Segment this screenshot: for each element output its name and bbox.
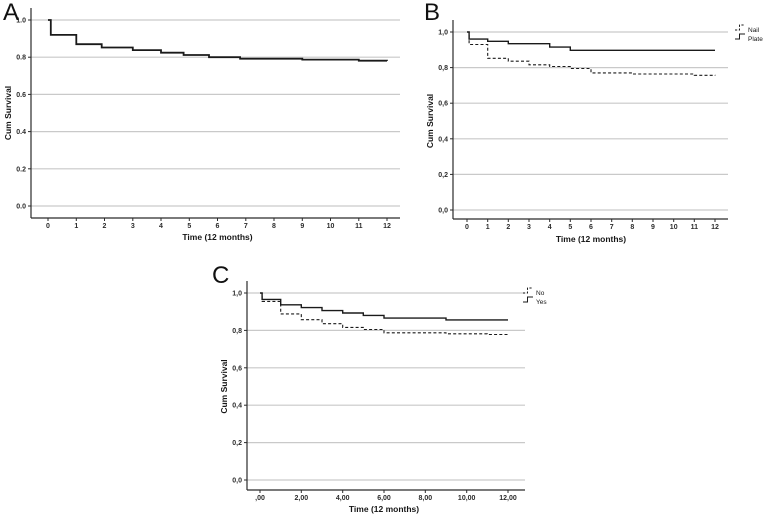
x-tick-label: 11 [355,223,363,230]
y-tick-label: 0,0 [438,208,448,215]
x-tick-label: 4 [159,223,163,230]
y-tick-label: 0,4 [232,403,242,410]
y-tick-label: 0,8 [438,65,448,72]
x-tick-label: 0 [46,223,50,230]
legend-label-Plate: Plate [748,36,763,43]
y-tick-label: 0,2 [438,172,448,179]
panel-b: 1,0 0,8 0,6 0,4 0,2 0,0 0 1 2 3 4 5 6 7 8 9 10 11 12 Time (… [420,0,767,255]
x-tick-label: 9 [651,224,655,231]
y-tick-label: 0,8 [232,328,242,335]
legend-label-No: No [536,290,545,297]
y-tick-label: 0.2 [16,166,26,173]
x-tick-label: 10 [327,223,335,230]
y-axis-title: Cum Survival [219,359,229,413]
x-tick-label: 4,00 [336,495,350,502]
x-tick-label: 6 [589,224,593,231]
x-tick-label: 2 [506,224,510,231]
y-axis-title: Cum Survival [3,86,13,140]
series-curve-overall [48,19,388,62]
x-tick-label: 4 [548,224,552,231]
x-tick-label: 2 [103,223,107,230]
panel-label-b: B [424,0,441,26]
x-tick-label: 6 [216,223,220,230]
legend-label-Nail: Nail [748,27,760,34]
legend-marker-Yes [523,296,533,303]
series-curve-Plate [467,31,715,51]
x-tick-label: 8 [272,223,276,230]
x-tick-label: 5 [568,224,572,231]
x-axis-title: Time (12 months) [556,234,626,244]
x-tick-label: 1 [486,224,490,231]
panel-label-a: A [3,0,20,26]
x-tick-label: 3 [527,224,531,231]
x-tick-label: 7 [610,224,614,231]
x-tick-label: 2,00 [294,495,308,502]
x-tick-label: ,00 [255,495,265,502]
x-axis-title: Time (12 months) [182,232,252,242]
legend-marker-No [523,287,533,294]
x-tick-label: 8,00 [418,495,432,502]
y-tick-label: 0.8 [16,55,26,62]
x-tick-label: 10 [670,224,678,231]
panel-a: 1.0 0.8 0.6 0.4 0.2 0.0 0 1 2 3 4 5 6 7 8 9 10 11 12 Time (… [0,0,410,255]
legend-marker-Nail [735,24,745,31]
x-tick-label: 6,00 [377,495,391,502]
y-tick-label: 1,0 [232,291,242,298]
y-tick-label: 0,4 [438,136,448,143]
x-tick-label: 12 [711,224,719,231]
legend-label-Yes: Yes [536,299,547,306]
y-tick-label: 1,0 [438,30,448,37]
x-tick-label: 12,00 [499,495,517,502]
panel-label-c: C [212,262,230,289]
y-axis-title: Cum Survival [425,94,435,148]
series-curve-No [260,292,508,336]
x-tick-label: 0 [465,224,469,231]
panel-c: 1,0 0,8 0,6 0,4 0,2 0,0 ,00 2,00 4,00 6,00 8,00 10,… [210,262,570,517]
y-tick-label: 0,6 [438,101,448,108]
y-tick-label: 0,0 [232,478,242,485]
x-tick-label: 12 [383,223,391,230]
km-chart-no-vs-yes: 1,0 0,8 0,6 0,4 0,2 0,0 ,00 2,00 4,00 6,00 8,00 10,… [219,281,547,514]
x-tick-label: 11 [691,224,699,231]
y-tick-label: 0.0 [16,204,26,211]
x-tick-label: 9 [300,223,304,230]
y-tick-label: 0,6 [232,365,242,372]
x-axis-title: Time (12 months) [349,504,419,514]
y-tick-label: 0.4 [16,129,26,136]
x-tick-label: 5 [187,223,191,230]
legend-marker-Plate [735,33,745,40]
x-tick-label: 10,00 [458,495,476,502]
series-curve-Nail [467,31,716,76]
series-curve-Yes [260,292,508,321]
x-tick-label: 7 [244,223,248,230]
y-tick-label: 1.0 [16,18,26,25]
x-tick-label: 1 [74,223,78,230]
x-tick-label: 8 [630,224,634,231]
y-tick-label: 0,2 [232,440,242,447]
y-tick-label: 0.6 [16,92,26,99]
x-tick-label: 3 [131,223,135,230]
